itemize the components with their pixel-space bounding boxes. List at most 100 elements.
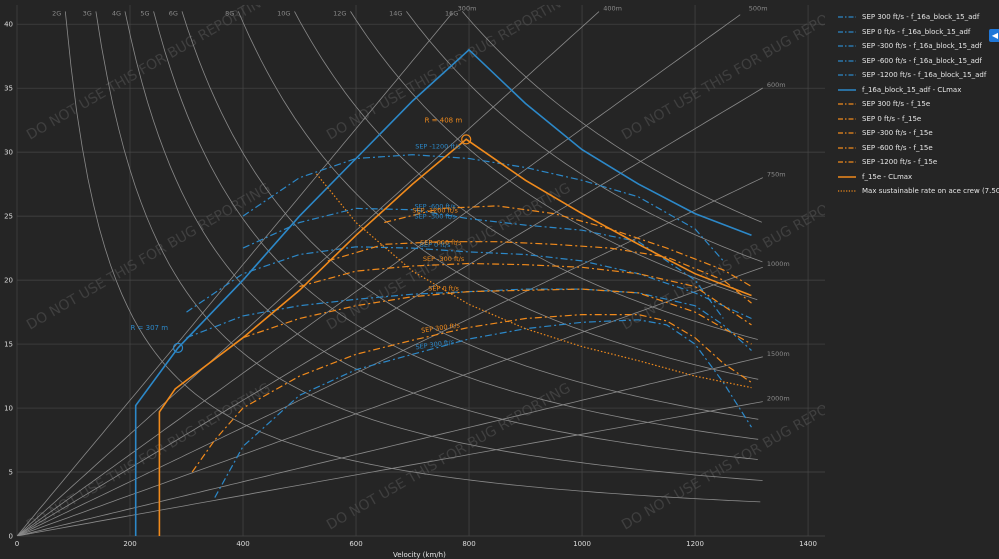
- legend-item[interactable]: SEP -600 ft/s - f_15e: [838, 141, 998, 156]
- turn-radius-line: [17, 177, 763, 536]
- f16-sep-label: SEP 300 ft/s: [415, 338, 455, 351]
- series-line: [186, 246, 752, 320]
- x-tick-label: 1200: [686, 540, 704, 548]
- legend-swatch: [838, 103, 856, 105]
- chart-legend: SEP 300 ft/s - f_16a_block_15_adf SEP 0 f…: [838, 10, 999, 199]
- g-load-line: [406, 11, 763, 263]
- y-tick-label: 20: [4, 277, 13, 285]
- g-load-line: [124, 11, 758, 460]
- legend-item[interactable]: SEP -1200 ft/s - f_15e: [838, 155, 998, 170]
- turn-point-marker: [172, 342, 184, 354]
- legend-label: SEP -300 ft/s - f_16a_block_15_adf: [862, 42, 982, 51]
- y-tick-label: 15: [4, 341, 13, 349]
- x-tick-label: 800: [462, 540, 475, 548]
- legend-label: SEP -300 ft/s - f_15e: [862, 129, 933, 138]
- y-tick-label: 40: [4, 21, 13, 29]
- legend-label: SEP -600 ft/s - f_15e: [862, 143, 933, 152]
- f15-sep-label: SEP 0 ft/s: [428, 284, 459, 292]
- legend-swatch: [838, 175, 856, 178]
- x-axis-label: Velocity (km/h): [393, 551, 446, 559]
- series-line: [384, 205, 752, 288]
- series-line: [134, 48, 752, 536]
- turn-radius-label: 500m: [749, 4, 768, 12]
- turn-radius-label: 400m: [603, 4, 622, 12]
- legend-item[interactable]: Max sustainable rate on ace crew (7.5G): [838, 184, 999, 199]
- turn-radius-line: [17, 87, 764, 536]
- g-load-label: 14G: [389, 9, 402, 17]
- legend-item[interactable]: SEP -1200 ft/s - f_16a_block_15_adf: [838, 68, 998, 83]
- series-line: [299, 262, 752, 326]
- series-line: [242, 288, 752, 345]
- legend-label: SEP -1200 ft/s - f_16a_block_15_adf: [862, 71, 987, 80]
- legend-item[interactable]: SEP 0 ft/s - f_15e: [838, 112, 998, 127]
- turn-radius-line: [17, 356, 763, 536]
- x-tick-label: 1400: [799, 540, 817, 548]
- g-load-label: 6G: [169, 9, 178, 17]
- legend-swatch: [838, 147, 856, 149]
- legend-swatch: [838, 45, 856, 47]
- legend-label: f_16a_block_15_adf - CLmax: [862, 85, 962, 94]
- y-tick-label: 35: [4, 85, 13, 93]
- legend-item[interactable]: SEP 300 ft/s - f_16a_block_15_adf: [838, 10, 998, 25]
- turn-radius-label: 1000m: [767, 260, 790, 268]
- turn-radius-line: [17, 11, 600, 536]
- g-load-line: [237, 11, 759, 380]
- legend-item[interactable]: SEP -300 ft/s - f_15e: [838, 126, 998, 141]
- g-load-label: 10G: [277, 9, 290, 17]
- turn-radius-label: 750m: [767, 171, 786, 179]
- g-load-label: 12G: [333, 9, 346, 17]
- y-tick-label: 10: [4, 405, 13, 413]
- legend-label: SEP 300 ft/s - f_15e: [862, 100, 931, 109]
- series-line: [158, 138, 752, 536]
- turn-radius-line: [17, 266, 763, 536]
- f16-sep-label: SEP -300 ft/s: [414, 213, 456, 221]
- watermark: DO NOT USE THIS FOR BUG REPORTING DO NOT …: [24, 5, 869, 533]
- g-load-label: 5G: [140, 9, 149, 17]
- f15-sep-label: SEP -300 ft/s: [423, 255, 465, 263]
- x-tick-label: 1000: [573, 540, 591, 548]
- legend-item[interactable]: SEP 300 ft/s - f_15e: [838, 97, 998, 112]
- legend-swatch: [838, 161, 856, 163]
- turn-point-label: R = 307 m: [130, 324, 168, 332]
- turn-radius-label: 1500m: [767, 350, 790, 358]
- g-load-label: 2G: [52, 9, 61, 17]
- legend-item[interactable]: f_16a_block_15_adf - CLmax: [838, 83, 998, 98]
- g-load-line: [64, 11, 761, 503]
- legend-label: SEP 0 ft/s - f_15e: [862, 114, 922, 123]
- f16-sep-label: SEP 0 ft/s: [420, 241, 451, 249]
- series-line: [191, 314, 752, 473]
- legend-item[interactable]: f_15e - CLmax: [838, 170, 998, 185]
- legend-item[interactable]: SEP -600 ft/s - f_16a_block_15_adf: [838, 54, 998, 69]
- g-load-line: [461, 11, 762, 223]
- g-load-line: [294, 11, 758, 340]
- x-tick-label: 200: [123, 540, 136, 548]
- watermark-text: DO NOT USE THIS FOR BUG REPORTING: [324, 380, 574, 533]
- f16-sep-label: SEP -600 ft/s: [414, 202, 456, 210]
- legend-item[interactable]: SEP -300 ft/s - f_16a_block_15_adf: [838, 39, 998, 54]
- g-load-line: [153, 11, 759, 440]
- series-line: [214, 319, 753, 498]
- turn-radius-label: 300m: [458, 4, 477, 12]
- legend-swatch: [838, 60, 856, 62]
- legend-label: SEP -1200 ft/s - f_15e: [862, 158, 938, 167]
- g-load-label: 3G: [83, 9, 92, 17]
- watermark-text: DO NOT USE THIS FOR BUG REPORTING: [619, 180, 869, 333]
- turn-radius-label: 2000m: [767, 395, 790, 403]
- x-tick-label: 600: [349, 540, 362, 548]
- legend-item[interactable]: SEP 0 ft/s - f_16a_block_15_adf: [838, 25, 998, 40]
- series-line: [316, 173, 752, 389]
- x-tick-label: 400: [236, 540, 249, 548]
- plot-content: DO NOT USE THIS FOR BUG REPORTING DO NOT …: [17, 4, 869, 536]
- watermark-text: DO NOT USE THIS FOR BUG REPORTING: [619, 380, 869, 533]
- legend-label: SEP 0 ft/s - f_16a_block_15_adf: [862, 27, 971, 36]
- watermark-text: DO NOT USE THIS FOR BUG REPORTING: [24, 180, 274, 333]
- g-load-line: [181, 11, 759, 420]
- legend-label: Max sustainable rate on ace crew (7.5G): [862, 187, 999, 196]
- legend-label: SEP 300 ft/s - f_16a_block_15_adf: [862, 13, 980, 22]
- y-tick-label: 25: [4, 213, 13, 221]
- legend-label: f_15e - CLmax: [862, 172, 913, 181]
- g-load-label: 4G: [112, 9, 121, 17]
- legend-swatch: [838, 132, 856, 134]
- collapse-legend-button[interactable]: ◀: [989, 29, 999, 42]
